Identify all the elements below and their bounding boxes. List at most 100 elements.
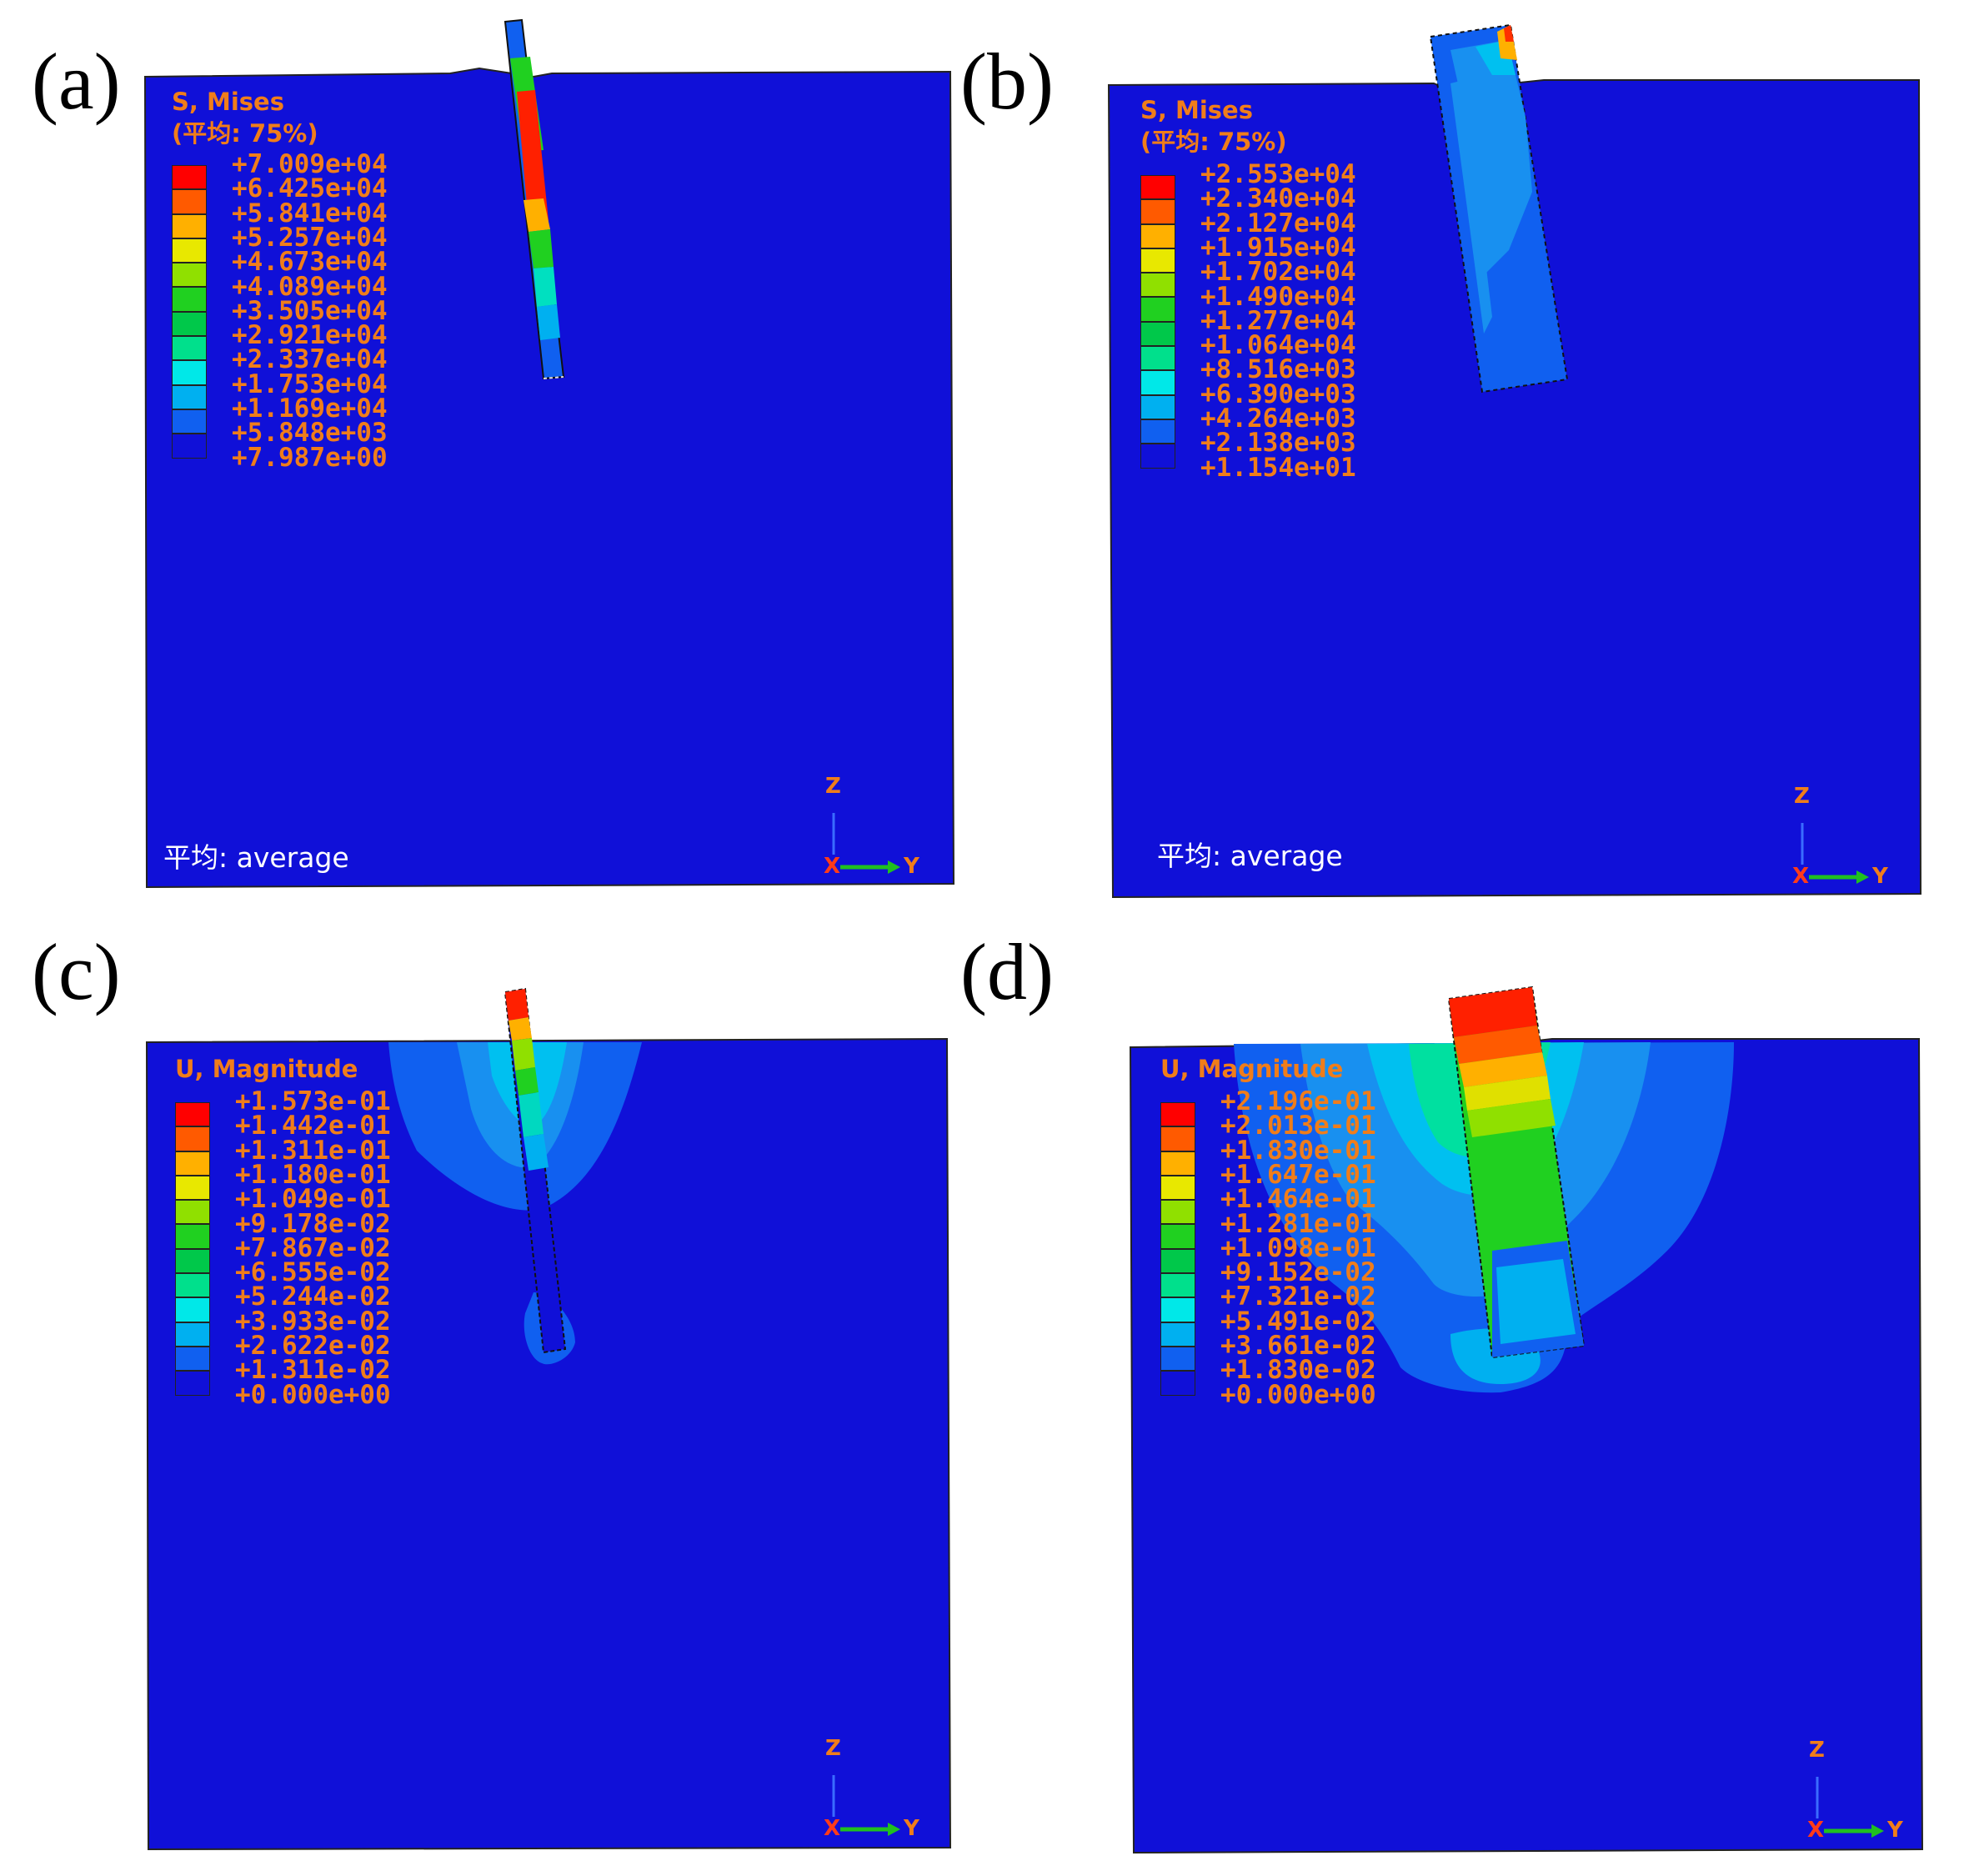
color-swatch [172, 238, 207, 263]
color-swatch [1140, 199, 1175, 224]
averaging-note: 平均: average [1157, 840, 1343, 872]
panel-label-a: (a) [32, 37, 121, 126]
legend-value: +2.622e-02 [235, 1331, 391, 1361]
inclined-pile [504, 18, 565, 380]
color-swatch [1140, 297, 1175, 322]
legend-title: S, Mises [172, 88, 284, 116]
color-swatch [1160, 1371, 1195, 1396]
legend-subtitle: (平均: 75%) [1140, 128, 1287, 156]
legend-value: +1.311e-01 [235, 1135, 391, 1166]
legend-value: +3.505e+04 [232, 295, 388, 326]
legend-value: +2.196e-01 [1220, 1086, 1376, 1116]
panel-label-b: (b) [960, 37, 1054, 126]
contour-plot-a [0, 0, 982, 900]
legend-value: +5.491e-02 [1220, 1306, 1376, 1337]
legend-value: +7.321e-02 [1220, 1282, 1376, 1312]
legend-value: +1.830e-01 [1220, 1135, 1376, 1166]
color-swatch [172, 384, 207, 409]
legend-value: +1.647e-01 [1220, 1159, 1376, 1190]
soil-body [1107, 79, 1922, 899]
color-swatch [172, 263, 207, 288]
color-swatch [172, 213, 207, 238]
legend-value: +2.921e+04 [232, 320, 388, 351]
legend-value: +1.049e-01 [235, 1184, 391, 1215]
color-scale-bar [1140, 175, 1175, 469]
contour-svg-a [143, 18, 955, 889]
color-swatch [175, 1346, 210, 1372]
color-scale-bar [1160, 1102, 1195, 1396]
legend-subtitle: (平均: 75%) [172, 119, 318, 148]
legend-value: +0.000e+00 [1220, 1379, 1376, 1410]
y-axis-label: Y [904, 854, 919, 879]
legend-value: +7.009e+04 [232, 149, 388, 179]
color-swatch [172, 189, 207, 214]
z-axis-label: Z [1794, 784, 1810, 809]
legend-value: +7.987e+00 [232, 442, 388, 473]
color-swatch [1160, 1248, 1195, 1274]
legend-value: +1.281e-01 [1220, 1208, 1376, 1239]
y-axis-label: Y [1872, 864, 1888, 889]
color-swatch [1160, 1346, 1195, 1372]
legend-value: +4.673e+04 [232, 247, 388, 278]
color-swatch [175, 1175, 210, 1201]
color-swatch [172, 336, 207, 361]
color-swatch [1160, 1151, 1195, 1176]
color-swatch [1140, 394, 1175, 419]
color-scale-bar [172, 165, 207, 459]
legend-value: +4.089e+04 [232, 271, 388, 302]
color-swatch [175, 1224, 210, 1249]
legend-value: +1.064e+04 [1200, 330, 1356, 361]
x-axis-label: X [1792, 864, 1810, 889]
legend-value: +5.848e+03 [232, 418, 388, 449]
color-swatch [1160, 1297, 1195, 1322]
legend-value: +1.915e+04 [1200, 232, 1356, 263]
axis-triad-d: Z X Y [1801, 1738, 1917, 1841]
triad-arrows [1801, 823, 1869, 884]
legend-value: +5.841e+04 [232, 198, 388, 228]
legend-value: +5.257e+04 [232, 222, 388, 253]
contour-plot-b [0, 0, 1964, 900]
color-swatch [172, 409, 207, 434]
contour-svg-b [1107, 23, 1922, 899]
color-swatch [172, 311, 207, 337]
panel-label-d: (d) [960, 927, 1054, 1016]
legend-value: +7.867e-02 [235, 1232, 391, 1263]
color-scale-bar [175, 1102, 210, 1396]
rigid-pile [1429, 23, 1569, 394]
color-swatch [175, 1322, 210, 1347]
color-swatch [1160, 1224, 1195, 1249]
legend-value: +2.337e+04 [232, 344, 388, 375]
color-swatch [175, 1151, 210, 1176]
averaging-note: 平均: average [163, 841, 349, 874]
color-swatch [1140, 273, 1175, 298]
color-swatch [1140, 321, 1175, 347]
color-swatch [1140, 248, 1175, 273]
legend-value: +1.169e+04 [232, 394, 388, 424]
color-swatch [172, 165, 207, 190]
color-swatch [172, 360, 207, 385]
triad-arrows [832, 813, 900, 874]
legend-value: +1.464e-01 [1220, 1184, 1376, 1215]
color-swatch [1140, 223, 1175, 248]
legend-value: +6.425e+04 [232, 173, 388, 204]
contour-plot-c [145, 987, 952, 1851]
legend-value: +1.573e-01 [235, 1086, 391, 1116]
legend-value: +3.661e-02 [1220, 1331, 1376, 1361]
legend-value: +2.127e+04 [1200, 208, 1356, 238]
color-swatch [1140, 346, 1175, 371]
legend-value: +2.340e+04 [1200, 183, 1356, 214]
legend-value: +1.098e-01 [1220, 1232, 1376, 1263]
color-swatch [1140, 444, 1175, 469]
legend-value: +8.516e+03 [1200, 354, 1356, 385]
color-swatch [175, 1248, 210, 1274]
y-axis-label: Y [904, 1816, 919, 1841]
color-swatch [1140, 419, 1175, 444]
color-swatch [175, 1371, 210, 1396]
color-swatch [1160, 1126, 1195, 1151]
legend-title: S, Mises [1140, 96, 1253, 124]
axis-triad-b: Z X Y [1786, 784, 1902, 889]
panel-label-c: (c) [32, 927, 121, 1016]
z-axis-label: Z [1809, 1738, 1825, 1763]
